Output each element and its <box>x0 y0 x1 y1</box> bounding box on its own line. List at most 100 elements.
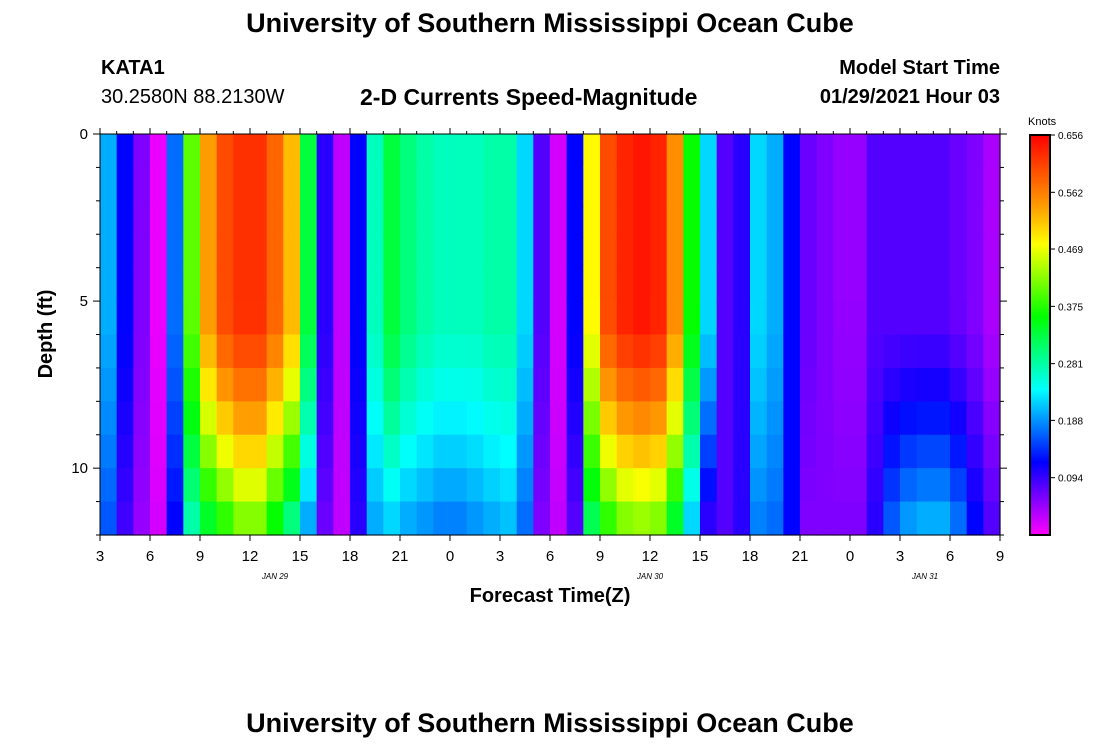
heatmap-cell <box>750 267 768 302</box>
heatmap-cell <box>966 367 984 402</box>
heatmap-cell <box>233 301 251 336</box>
heatmap-cell <box>883 434 901 469</box>
heatmap-cell <box>650 267 668 302</box>
heatmap-cell <box>850 134 868 169</box>
heatmap-cell <box>116 468 134 503</box>
heatmap-cell <box>733 468 751 503</box>
heatmap-cell <box>216 401 234 436</box>
heatmap-cell <box>800 434 818 469</box>
heatmap-cell <box>433 200 451 235</box>
heatmap-cell <box>883 267 901 302</box>
heatmap-cell <box>616 301 634 336</box>
heatmap-cell <box>683 401 701 436</box>
heatmap-cell <box>966 501 984 536</box>
heatmap-cell <box>166 301 184 336</box>
heatmap-cell <box>850 301 868 336</box>
heatmap-cell <box>750 234 768 269</box>
heatmap-cell <box>516 468 534 503</box>
heatmap-cell <box>250 134 268 169</box>
heatmap-cell <box>916 234 934 269</box>
heatmap-cell <box>700 267 718 302</box>
heatmap-cell <box>866 468 884 503</box>
heatmap-cell <box>333 468 351 503</box>
heatmap-cell <box>666 434 684 469</box>
heatmap-cell <box>466 434 484 469</box>
heatmap-cell <box>683 334 701 369</box>
heatmap-cell <box>466 501 484 536</box>
heatmap-cell <box>350 200 368 235</box>
heatmap-cell <box>933 334 951 369</box>
heatmap-cell <box>300 468 318 503</box>
heatmap-cell <box>216 434 234 469</box>
heatmap-cell <box>516 134 534 169</box>
heatmap-cell <box>916 401 934 436</box>
heatmap-cell <box>333 134 351 169</box>
model-start-label: Model Start Time <box>839 57 1000 79</box>
heatmap-cell <box>233 501 251 536</box>
heatmap-cell <box>100 267 118 302</box>
heatmap-cell <box>533 267 551 302</box>
heatmap-cell <box>533 167 551 202</box>
heatmap-cell <box>183 468 201 503</box>
heatmap-cell <box>300 434 318 469</box>
heatmap-cell <box>416 301 434 336</box>
heatmap-cell <box>100 468 118 503</box>
heatmap-cell <box>433 401 451 436</box>
heatmap-cell <box>633 301 651 336</box>
heatmap-cell <box>383 468 401 503</box>
heatmap-cell <box>233 200 251 235</box>
heatmap-cell <box>283 234 301 269</box>
heatmap-cell <box>133 267 151 302</box>
heatmap-cell <box>550 301 568 336</box>
heatmap-cell <box>766 167 784 202</box>
heatmap-cell <box>733 301 751 336</box>
heatmap-cell <box>216 468 234 503</box>
heatmap-cell <box>200 234 218 269</box>
heatmap-cell <box>450 301 468 336</box>
heatmap-cell <box>383 401 401 436</box>
heatmap-cell <box>916 301 934 336</box>
heatmap-cell <box>650 401 668 436</box>
heatmap-cell <box>816 301 834 336</box>
heatmap-cell <box>433 234 451 269</box>
heatmap-cell <box>283 134 301 169</box>
heatmap-cell <box>733 200 751 235</box>
heatmap-cell <box>400 468 418 503</box>
heatmap-cell <box>266 200 284 235</box>
heatmap-cell <box>300 367 318 402</box>
heatmap-cell <box>533 334 551 369</box>
x-tick-label: 15 <box>692 548 709 565</box>
heatmap-cell <box>516 401 534 436</box>
heatmap-cell <box>566 234 584 269</box>
heatmap-cell <box>716 401 734 436</box>
heatmap-cell <box>966 301 984 336</box>
heatmap-cell <box>583 334 601 369</box>
heatmap-cell <box>566 301 584 336</box>
heatmap-cell <box>283 468 301 503</box>
heatmap-cell <box>466 167 484 202</box>
heatmap-cell <box>850 434 868 469</box>
heatmap-cell <box>683 468 701 503</box>
y-tick-label: 5 <box>80 293 88 310</box>
heatmap-cell <box>700 367 718 402</box>
heatmap-cell <box>333 267 351 302</box>
heatmap-cell <box>666 367 684 402</box>
heatmap-cell <box>433 167 451 202</box>
date-label: JAN 29 <box>261 572 289 581</box>
heatmap-cell <box>750 334 768 369</box>
heatmap-cell <box>150 468 168 503</box>
station-coordinates: 30.2580N 88.2130W <box>101 86 285 108</box>
x-tick-label: 9 <box>996 548 1004 565</box>
heatmap-cell <box>166 401 184 436</box>
heatmap-cell <box>683 200 701 235</box>
heatmap-cell <box>233 134 251 169</box>
x-tick-label: 0 <box>846 548 854 565</box>
x-tick-label: 3 <box>96 548 104 565</box>
heatmap-cell <box>700 134 718 169</box>
heatmap-cell <box>316 501 334 536</box>
heatmap-cell <box>450 367 468 402</box>
heatmap-cell <box>466 334 484 369</box>
heatmap-cell <box>400 134 418 169</box>
heatmap-cell <box>300 134 318 169</box>
heatmap-cell <box>366 468 384 503</box>
